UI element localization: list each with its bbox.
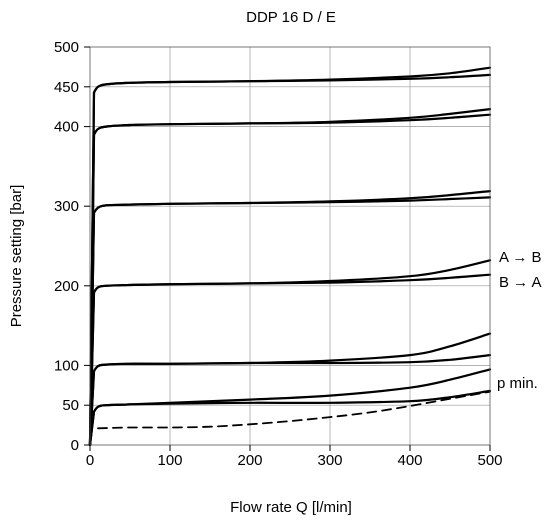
x-tick-label: 100	[157, 452, 182, 469]
series-line-100-b-to-a	[88, 354, 492, 447]
series-line-50-a-to-b	[88, 368, 492, 447]
annotation-p-min: p min.	[497, 375, 538, 392]
series-line-200-b-to-a	[88, 273, 492, 447]
series-line-400-a-to-b	[88, 108, 492, 447]
plot-frame	[89, 46, 491, 446]
x-tick-label: 200	[237, 452, 262, 469]
x-tick-label: 500	[477, 452, 502, 469]
series-line-300-a-to-b	[88, 190, 492, 447]
y-tick-label: 300	[54, 198, 79, 215]
curves	[88, 66, 492, 447]
x-axis-label: Flow rate Q [l/min]	[230, 499, 352, 516]
series-line-pmin	[97, 390, 491, 430]
y-tick-label: 50	[62, 397, 79, 414]
series-line-400-b-to-a	[88, 113, 492, 447]
y-tick-label: 100	[54, 357, 79, 374]
x-tick-label: 0	[86, 452, 94, 469]
y-tick-label: 500	[54, 39, 79, 56]
y-axis-label: Pressure setting [bar]	[8, 185, 25, 328]
chart-title: DDP 16 D / E	[246, 9, 336, 26]
y-tick-label: 450	[54, 79, 79, 96]
annotation-b-to-a: B → A	[499, 274, 542, 291]
tick-labels: 0 100 200 300 400 500 0 50 100 200 300 400 450 500	[54, 39, 503, 469]
x-tick-label: 400	[397, 452, 422, 469]
x-tick-label: 300	[317, 452, 342, 469]
y-tick-label: 200	[54, 278, 79, 295]
annotation-a-to-b: A → B	[499, 249, 542, 266]
series-line-300-b-to-a	[88, 196, 492, 447]
series-line-450-b-to-a	[88, 73, 492, 447]
y-tick-label: 400	[54, 119, 79, 136]
grid	[90, 47, 490, 445]
axes	[84, 46, 491, 451]
y-tick-label: 0	[71, 437, 79, 454]
series-line-50-b-to-a	[88, 389, 492, 447]
